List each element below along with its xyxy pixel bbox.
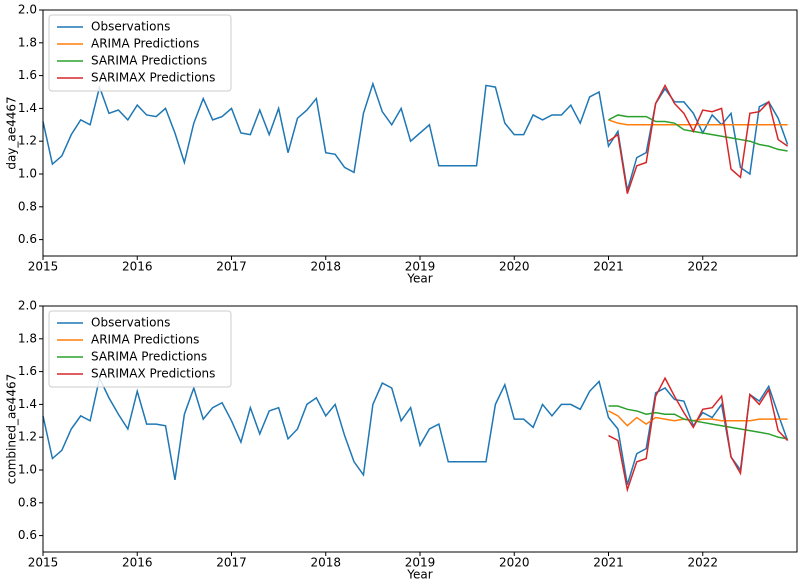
series-line (608, 119, 788, 126)
x-tick-label: 2018 (310, 260, 341, 274)
y-tick-label: 1.0 (18, 167, 37, 181)
y-tick-label: 1.2 (18, 134, 37, 148)
series-line (42, 375, 789, 485)
x-tick-label: 2015 (28, 260, 59, 274)
y-tick-label: 0.6 (18, 528, 37, 542)
legend-label: SARIMAX Predictions (91, 367, 215, 381)
series-line (608, 405, 788, 440)
y-tick-label: 0.8 (18, 495, 37, 509)
y-tick-label: 1.0 (18, 463, 37, 477)
x-axis-label: Year (406, 272, 432, 286)
y-tick-label: 1.4 (18, 397, 37, 411)
x-tick-label: 2019 (405, 556, 436, 570)
y-tick-label: 1.8 (18, 35, 37, 49)
x-tick-label: 2020 (499, 556, 530, 570)
legend-box (48, 310, 232, 388)
x-tick-label: 2017 (216, 260, 247, 274)
y-tick-label: 1.8 (18, 331, 37, 345)
y-tick-label: 2.0 (18, 3, 37, 17)
series-line (608, 410, 788, 427)
legend-label: SARIMA Predictions (91, 54, 207, 68)
series-line (608, 83, 789, 194)
y-axis-label: combined_ae4467 (5, 374, 19, 484)
y-tick-label: 2.0 (18, 299, 37, 313)
series-line (42, 81, 789, 191)
y-tick-label: 1.2 (18, 430, 37, 444)
y-tick-label: 1.6 (18, 364, 37, 378)
x-tick-label: 2016 (122, 556, 153, 570)
y-tick-label: 0.6 (18, 232, 37, 246)
series-line (608, 114, 788, 152)
legend-label: Observations (91, 20, 170, 34)
x-tick-label: 2022 (687, 260, 718, 274)
x-tick-label: 2021 (593, 556, 624, 570)
x-tick-label: 2017 (216, 556, 247, 570)
x-tick-label: 2018 (310, 556, 341, 570)
x-tick-label: 2021 (593, 260, 624, 274)
plot-frame (42, 9, 798, 257)
x-tick-label: 2015 (28, 556, 59, 570)
plot-frame (42, 305, 798, 553)
x-tick-label: 2019 (405, 260, 436, 274)
x-axis-label: Year (406, 568, 432, 582)
legend-box (48, 14, 232, 92)
series-line (608, 376, 789, 493)
legend-label: Observations (91, 316, 170, 330)
y-tick-label: 1.6 (18, 68, 37, 82)
legend-label: ARIMA Predictions (91, 333, 199, 347)
legend-label: SARIMAX Predictions (91, 71, 215, 85)
x-tick-label: 2020 (499, 260, 530, 274)
y-tick-label: 0.8 (18, 199, 37, 213)
legend-label: SARIMA Predictions (91, 350, 207, 364)
y-axis-label: day_ae4467 (5, 96, 19, 169)
legend-label: ARIMA Predictions (91, 37, 199, 51)
x-tick-label: 2016 (122, 260, 153, 274)
x-tick-label: 2022 (687, 556, 718, 570)
y-tick-label: 1.4 (18, 101, 37, 115)
